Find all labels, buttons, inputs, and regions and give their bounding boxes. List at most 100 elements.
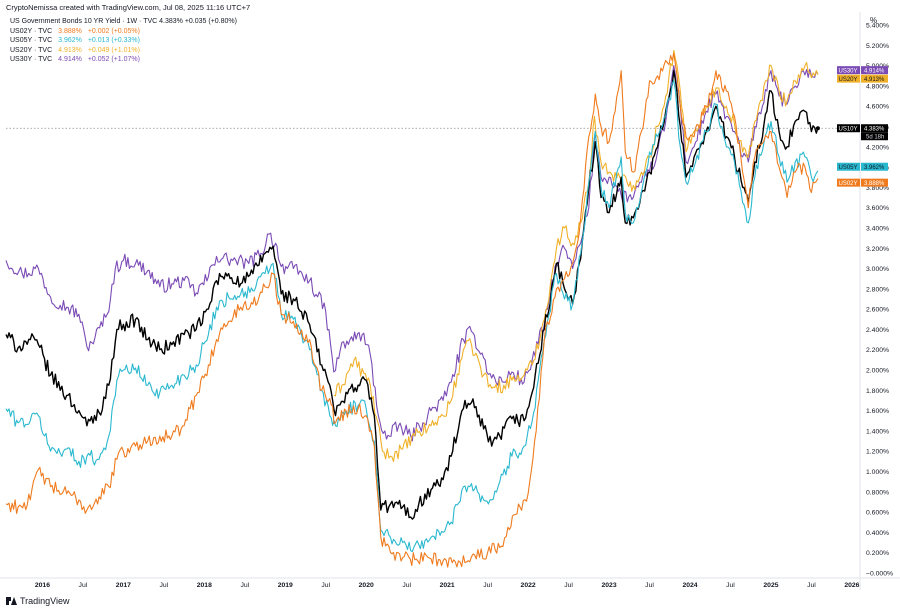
x-tick-label: 2019 [278, 582, 293, 589]
chart-credit: CryptoNemissa created with TradingView.c… [6, 3, 251, 12]
legend-row-us30y[interactable]: US30Y · TVC 4.914% +0.052 (+1.07%) [10, 55, 237, 65]
price-label-value-bg [861, 178, 888, 187]
price-label-value: 3.888% [864, 181, 885, 187]
x-tick-label: 2016 [35, 582, 50, 589]
y-tick-label: 0.600% [866, 510, 889, 517]
y-tick-label: 5.400% [866, 23, 889, 30]
y-tick-label: 4.200% [866, 144, 889, 151]
price-label-name: US20Y [839, 77, 858, 83]
axis-layer: % −0.000% 0.200% 0.400% 0.600% 0.800% 1.000% 1.… [0, 12, 900, 590]
legend-price: 4.913% [58, 46, 82, 54]
price-label-value-bg [861, 162, 888, 171]
legend-title: US Government Bonds 10 YR Yield · 1W · T… [10, 18, 237, 25]
y-tick-label: 2.000% [866, 368, 889, 375]
price-label-name: US10Y [839, 127, 858, 133]
y-tick-label: 2.600% [866, 307, 889, 314]
price-label-name-bg [837, 124, 860, 133]
bar-countdown-bg [861, 132, 888, 141]
legend-symbol: US02Y · TVC [10, 27, 53, 35]
x-tick-label: 2023 [601, 582, 616, 589]
series-line-us30y[interactable] [5, 65, 819, 442]
y-tick-label: 1.000% [866, 469, 889, 476]
x-tick-label: 2020 [359, 582, 374, 589]
y-tick-label: 3.400% [866, 225, 889, 232]
y-tick-label: 0.800% [866, 489, 889, 496]
y-tick-label: 5.200% [866, 43, 889, 50]
x-tick-label: 2024 [682, 582, 697, 589]
legend-price: 4.914% [58, 56, 82, 64]
price-label-name-bg [837, 162, 860, 171]
legend-row-us02y[interactable]: US02Y · TVC 3.888% +0.002 (+0.05%) [10, 27, 237, 37]
y-tick-label: 3.800% [866, 185, 889, 192]
x-tick-label: 2026 [844, 582, 859, 589]
price-label-value-bg [861, 66, 888, 75]
price-label-us05y[interactable]: US05Y 3.962% [837, 162, 888, 171]
price-label-name-bg [837, 74, 860, 83]
price-label-value-bg [861, 74, 888, 83]
legend-price: 3.888% [58, 27, 82, 35]
legend-row-us20y[interactable]: US20Y · TVC 4.913% +0.049 (+1.01%) [10, 46, 237, 56]
axis-unit-label: % [870, 16, 877, 25]
y-tick-label: 2.800% [866, 286, 889, 293]
legend-change: +0.049 (+1.01%) [87, 46, 140, 54]
price-label-value: 3.962% [864, 165, 885, 171]
legend-change: +0.002 (+0.05%) [87, 27, 140, 35]
y-tick-label: 3.000% [866, 266, 889, 273]
x-tick-label: Jul [645, 582, 654, 589]
x-tick-label: Jul [240, 582, 249, 589]
x-tick-label: 2025 [763, 582, 778, 589]
price-label-value: 4.913% [864, 77, 885, 83]
last-price-dot [815, 126, 820, 131]
legend-symbol: US20Y · TVC [10, 46, 53, 54]
x-tick-label: Jul [402, 582, 411, 589]
price-label-name-bg [837, 66, 860, 75]
y-tick-label: 1.800% [866, 388, 889, 395]
price-label-name: US02Y [839, 181, 858, 187]
y-tick-label: 0.200% [866, 550, 889, 557]
y-tick-label: 1.600% [866, 408, 889, 415]
y-tick-label: 2.400% [866, 327, 889, 334]
y-tick-label: 4.800% [866, 83, 889, 90]
y-tick-label: 1.200% [866, 449, 889, 456]
price-label-us02y[interactable]: US02Y 3.888% [837, 178, 888, 187]
bar-countdown: 5d 18h [866, 135, 884, 141]
y-tick-label: 2.200% [866, 347, 889, 354]
series-layer [5, 49, 820, 568]
price-label-us20y[interactable]: US20Y 4.913% [837, 74, 888, 83]
x-tick-label: 2017 [116, 582, 131, 589]
series-line-us02y[interactable] [5, 52, 819, 568]
x-tick-label: 2018 [197, 582, 212, 589]
price-label-value: 4.914% [864, 69, 885, 75]
x-tick-label: Jul [79, 582, 88, 589]
series-line-us10y[interactable] [5, 70, 819, 520]
legend-symbol: US30Y · TVC [10, 56, 53, 64]
series-line-us05y[interactable] [5, 80, 819, 553]
x-tick-label: Jul [159, 582, 168, 589]
legend-change: +0.052 (+1.07%) [87, 56, 140, 64]
y-tick-label: 3.200% [866, 246, 889, 253]
y-tick-label: 3.600% [866, 205, 889, 212]
price-label-us30y[interactable]: US30Y 4.914% [837, 66, 888, 75]
label-layer: US30Y 4.914%US20Y 4.913%US10Y 4.383%5d 18hU… [837, 66, 888, 187]
chart-legend: US Government Bonds 10 YR Yield · 1W · T… [10, 17, 237, 65]
tradingview-logo-icon [6, 597, 17, 605]
y-tick-label: 0.400% [866, 530, 889, 537]
price-label-value: 4.383% [864, 127, 885, 133]
x-tick-label: Jul [726, 582, 735, 589]
legend-row-us05y[interactable]: US05Y · TVC 3.962% +0.013 (+0.33%) [10, 36, 237, 46]
price-label-name-bg [837, 178, 860, 187]
x-tick-label: 2021 [440, 582, 455, 589]
legend-price: 3.962% [58, 37, 82, 45]
x-tick-label: Jul [564, 582, 573, 589]
x-tick-label: Jul [807, 582, 816, 589]
x-tick-label: Jul [321, 582, 330, 589]
legend-symbol: US05Y · TVC [10, 37, 53, 45]
tradingview-brand: TradingView [20, 596, 70, 606]
x-tick-label: Jul [483, 582, 492, 589]
price-label-us10y[interactable]: US10Y 4.383% 5d 18h [837, 124, 888, 141]
price-label-value-bg [861, 124, 888, 133]
price-label-name: US30Y [839, 69, 858, 75]
tradingview-logo[interactable]: TradingView [6, 596, 70, 606]
legend-change: +0.013 (+0.33%) [87, 37, 140, 45]
